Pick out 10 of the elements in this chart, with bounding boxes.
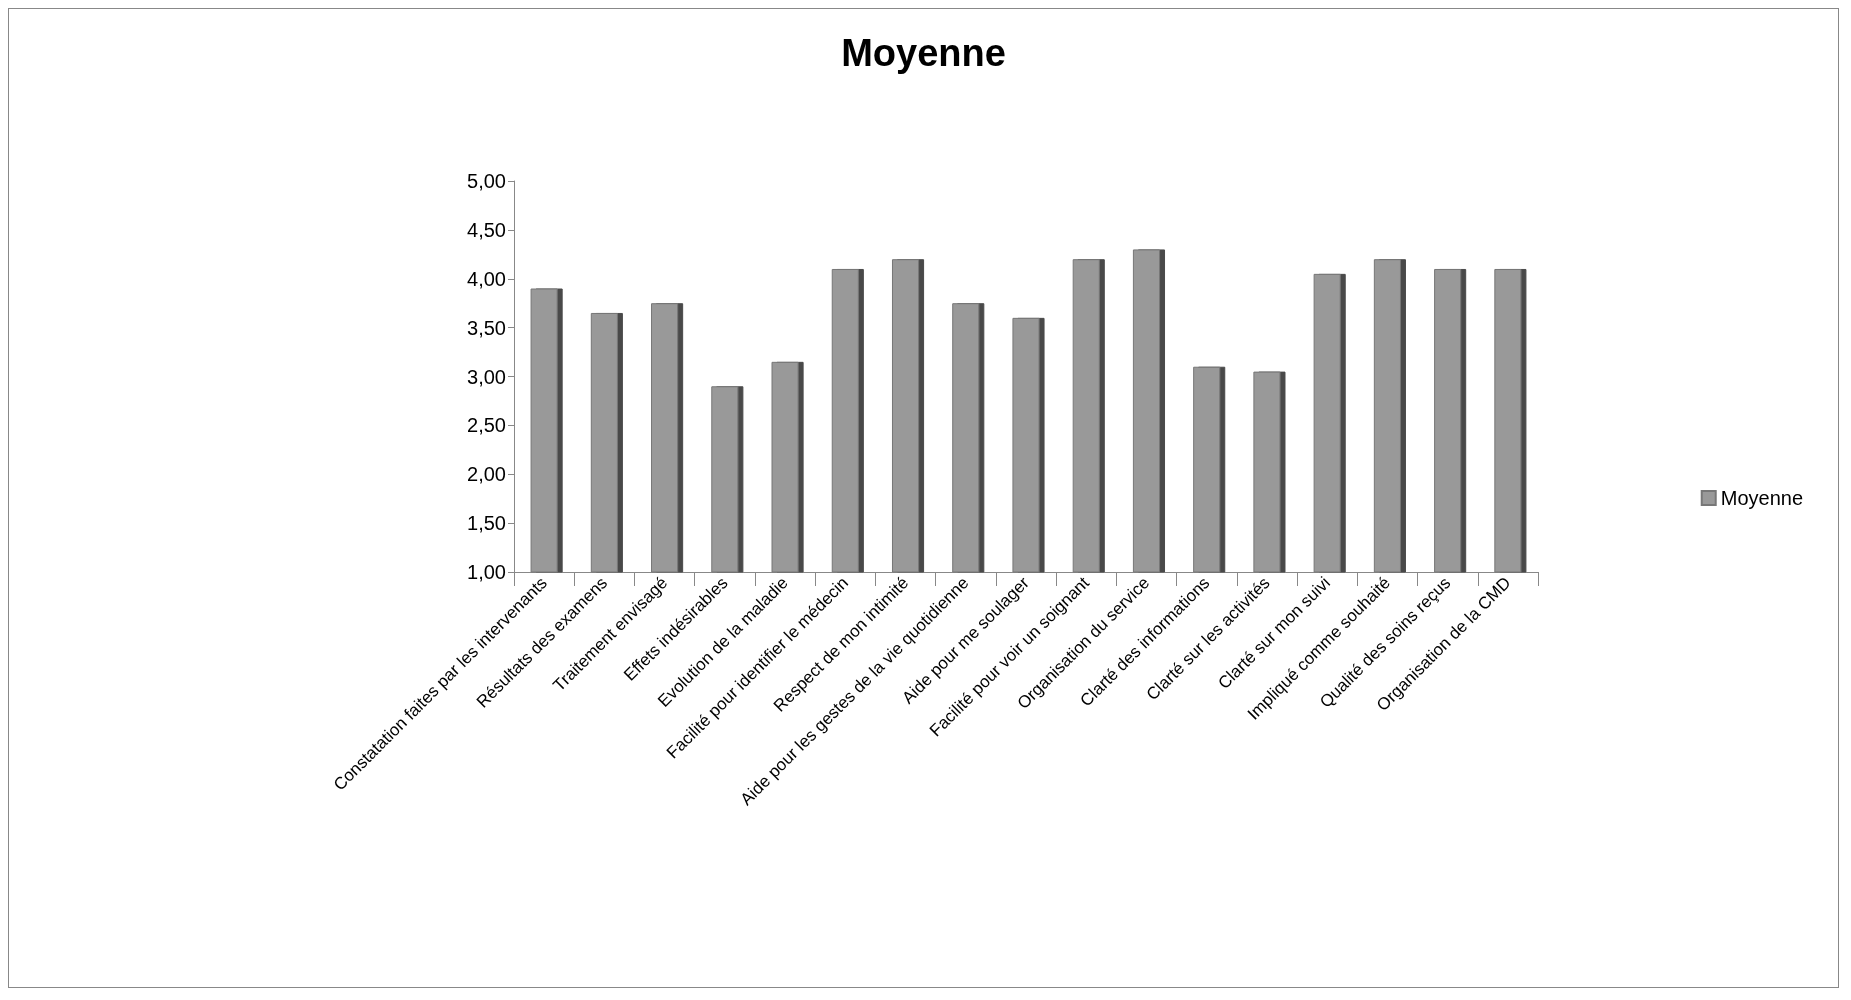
y-tick-label: 4,00	[467, 267, 506, 290]
y-tick-label: 4,50	[467, 218, 506, 241]
y-tick-label: 5,00	[467, 170, 506, 192]
y-tick-label: 2,00	[467, 463, 506, 486]
y-tick-label: 3,50	[467, 316, 506, 339]
y-tick-label: 3,00	[467, 365, 506, 388]
y-tick-label: 1,50	[467, 512, 506, 535]
legend-label: Moyenne	[1720, 487, 1804, 509]
y-tick-label: 2,50	[467, 414, 506, 437]
chart-title: Moyenne	[841, 32, 1006, 74]
